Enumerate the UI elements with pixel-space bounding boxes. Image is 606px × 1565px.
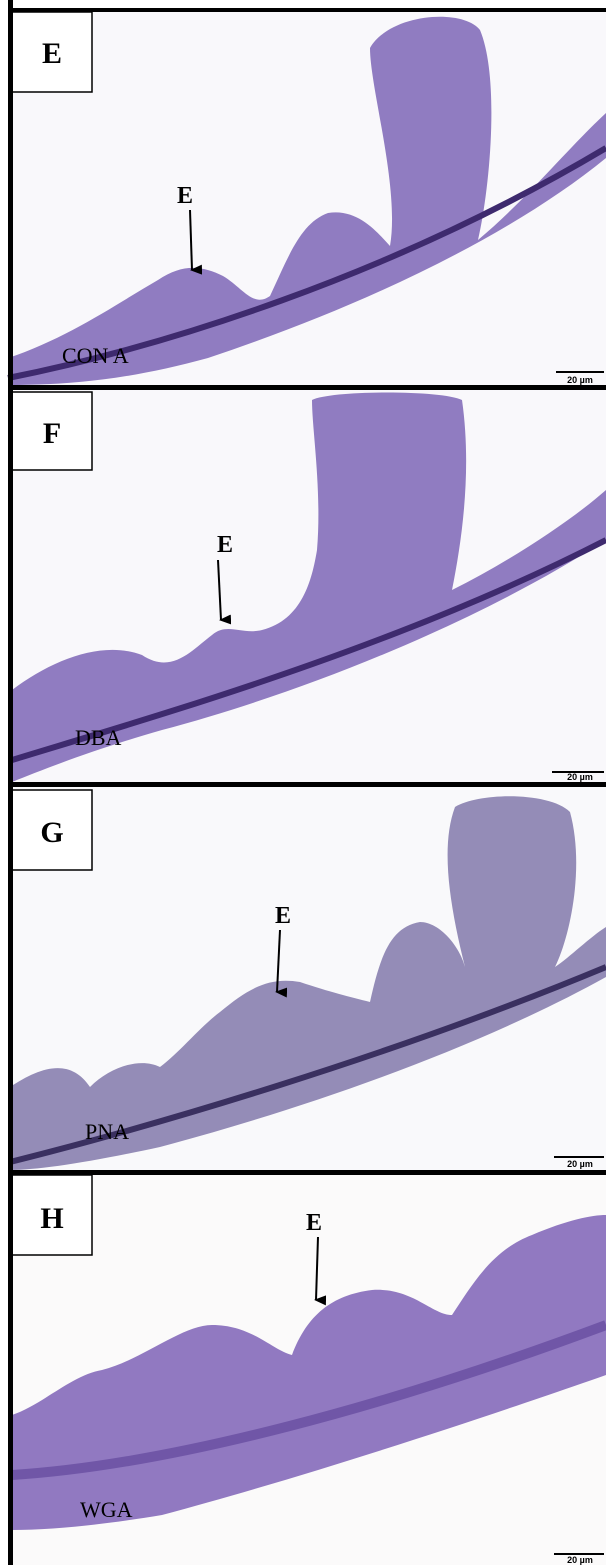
basal-layer	[7, 145, 606, 381]
arrow-label: E	[275, 903, 291, 929]
arrow-label: E	[306, 1210, 322, 1236]
panel: H E WGA 20 µm	[11, 1174, 606, 1565]
label-box	[11, 391, 93, 471]
arrow	[217, 559, 232, 625]
arrow	[189, 209, 203, 275]
panel: F E DBA 20 µm	[11, 390, 606, 782]
arrow	[314, 1236, 327, 1306]
stain-label: DBA	[75, 725, 122, 750]
tissue	[10, 796, 606, 1170]
label-box	[11, 789, 93, 871]
panel-letter: H	[40, 1202, 63, 1235]
stain-label: WGA	[80, 1497, 133, 1522]
panel: E E CON A 20 µm	[7, 8, 606, 385]
left-border	[8, 0, 13, 1565]
basal-layer	[11, 537, 606, 763]
divider	[8, 385, 606, 390]
scale-label: 20 µm	[567, 375, 593, 385]
scale-label: 20 µm	[567, 772, 593, 782]
divider	[8, 1170, 606, 1175]
stain-label: PNA	[85, 1119, 129, 1144]
muscle-layer	[11, 1320, 606, 1480]
scale-label: 20 µm	[567, 1555, 593, 1565]
tissue	[8, 16, 606, 385]
label-box	[11, 1174, 93, 1256]
panel: G E PNA 20 µm	[9, 787, 606, 1170]
label-box	[11, 11, 93, 93]
panel-letter: G	[40, 816, 63, 849]
top-border	[8, 8, 606, 12]
basal-layer	[9, 964, 606, 1165]
arrow-label: E	[177, 183, 193, 209]
panel-letter: E	[42, 37, 62, 70]
tissue	[12, 392, 606, 782]
divider	[8, 782, 606, 787]
stain-label: CON A	[62, 343, 129, 368]
arrow	[275, 929, 288, 998]
panel-letter: F	[43, 417, 61, 450]
scale-label: 20 µm	[567, 1159, 593, 1169]
arrow-label: E	[217, 532, 233, 558]
